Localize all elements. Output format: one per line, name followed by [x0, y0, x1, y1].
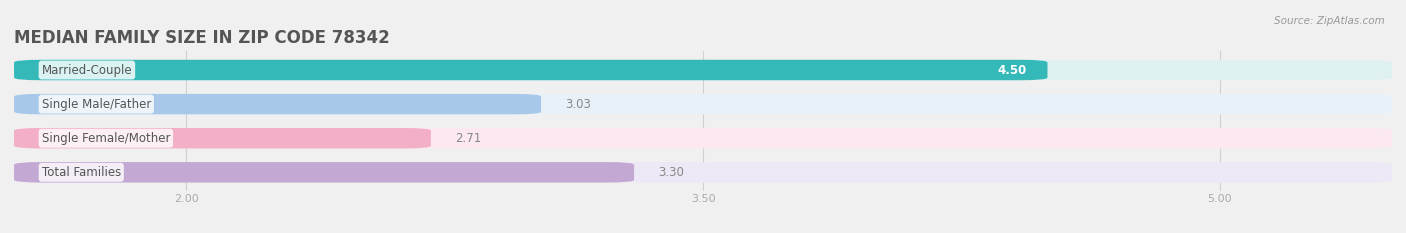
- Text: 3.30: 3.30: [658, 166, 685, 179]
- Text: MEDIAN FAMILY SIZE IN ZIP CODE 78342: MEDIAN FAMILY SIZE IN ZIP CODE 78342: [14, 29, 389, 47]
- FancyBboxPatch shape: [14, 94, 541, 114]
- FancyBboxPatch shape: [14, 60, 1392, 80]
- FancyBboxPatch shape: [14, 162, 1392, 182]
- Text: Total Families: Total Families: [42, 166, 121, 179]
- Text: Source: ZipAtlas.com: Source: ZipAtlas.com: [1274, 16, 1385, 26]
- Text: 2.71: 2.71: [456, 132, 481, 145]
- FancyBboxPatch shape: [14, 128, 1392, 148]
- FancyBboxPatch shape: [14, 60, 1047, 80]
- Text: 4.50: 4.50: [997, 64, 1026, 76]
- FancyBboxPatch shape: [14, 128, 430, 148]
- Text: Single Female/Mother: Single Female/Mother: [42, 132, 170, 145]
- Text: 3.03: 3.03: [565, 98, 591, 111]
- FancyBboxPatch shape: [14, 162, 634, 182]
- Text: Married-Couple: Married-Couple: [42, 64, 132, 76]
- FancyBboxPatch shape: [14, 94, 1392, 114]
- Text: Single Male/Father: Single Male/Father: [42, 98, 150, 111]
